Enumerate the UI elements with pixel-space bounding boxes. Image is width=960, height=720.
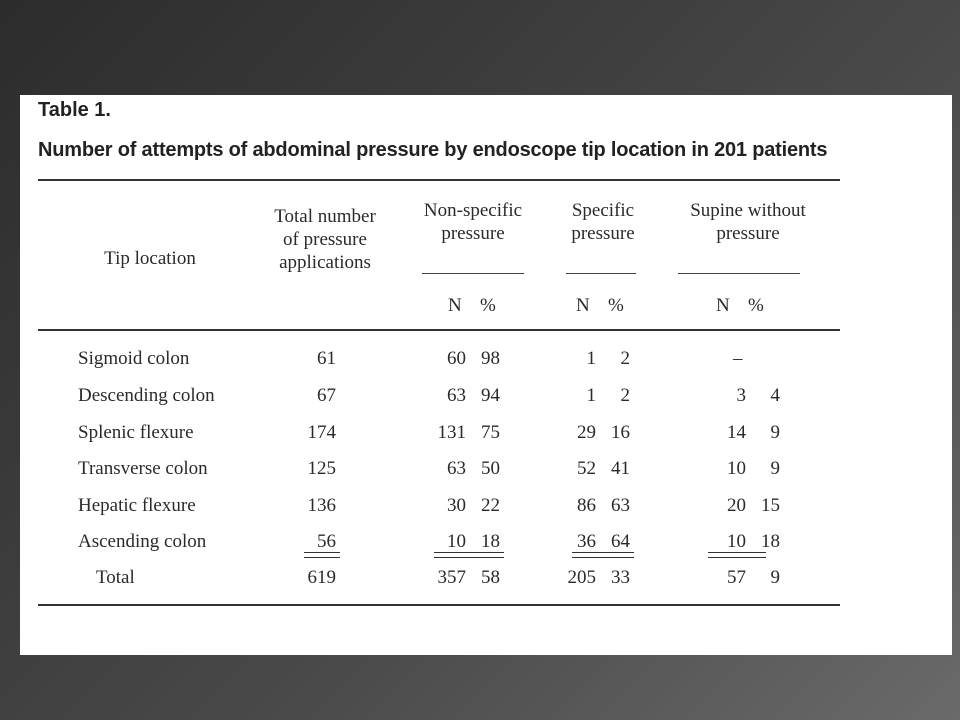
cell-sp-pct: 64 [611,531,630,552]
cell-sp-n: 36 [577,531,596,552]
header-total: Total number of pressure applications [274,206,376,273]
cell-su-n: 10 [727,531,746,552]
row-label: Ascending colon [78,531,207,552]
cell-total: 67 [317,385,336,406]
subheader-pct: % [748,295,764,316]
header-tip-location: Tip location [104,248,196,269]
cell-ns-n: 63 [447,458,466,479]
cell-total: 136 [307,495,337,516]
cell-ns-pct: 22 [481,495,500,516]
cell-total: 56 [317,531,336,552]
group-rule-nonspecific [422,273,524,274]
cell-ns-n: 131 [437,422,467,443]
cell-ns-pct: 18 [481,531,500,552]
group-rule-supine [678,273,800,274]
header-nonspecific: Non-specific pressure [423,200,523,244]
cell-su-n: 57 [727,567,746,588]
cell-sp-pct: 16 [611,422,630,443]
table-title: Number of attempts of abdominal pressure… [38,139,828,161]
cell-su-pct: 9 [770,567,781,588]
cell-ns-n: 60 [447,348,466,369]
cell-ns-pct: 75 [481,422,500,443]
row-label: Descending colon [78,385,215,406]
cell-ns-n: 63 [447,385,466,406]
cell-sp-pct: 2 [620,348,631,369]
cell-ns-pct: 50 [481,458,500,479]
cell-su-n: 10 [727,458,746,479]
cell-sp-pct: 63 [611,495,630,516]
row-label: Transverse colon [78,458,208,479]
row-label: Sigmoid colon [78,348,190,369]
cell-su-pct: 9 [770,422,781,443]
row-label-total: Total [96,567,135,588]
cell-sp-n: 1 [586,385,597,406]
cell-su-n: – [733,348,743,369]
cell-su-pct: 9 [770,458,781,479]
cell-sp-pct: 2 [620,385,631,406]
sum-rule-specific [572,552,634,558]
cell-su-n: 20 [727,495,746,516]
cell-total: 174 [307,422,337,443]
cell-sp-n: 1 [586,348,597,369]
row-label: Hepatic flexure [78,495,196,516]
cell-su-n: 3 [736,385,747,406]
cell-su-n: 14 [727,422,746,443]
cell-ns-pct: 94 [481,385,500,406]
sum-rule-supine [708,552,766,558]
sum-rule-total [304,552,340,558]
top-rule [38,179,840,181]
cell-sp-n: 29 [577,422,596,443]
cell-sp-n: 205 [567,567,597,588]
cell-ns-pct: 98 [481,348,500,369]
cell-sp-n: 86 [577,495,596,516]
header-supine: Supine without pressure [690,200,806,244]
cell-sp-n: 52 [577,458,596,479]
subheader-pct: % [608,295,624,316]
cell-su-pct: 4 [770,385,781,406]
sum-rule-nonspecific [434,552,504,558]
cell-total: 619 [307,567,337,588]
subheader-n: N [576,295,590,316]
table-label: Table 1. [38,99,111,121]
row-label: Splenic flexure [78,422,194,443]
subheader-pct: % [480,295,496,316]
cell-ns-pct: 58 [481,567,500,588]
subheader-n: N [716,295,730,316]
group-rule-specific [566,273,636,274]
cell-ns-n: 10 [447,531,466,552]
cell-total: 61 [317,348,336,369]
cell-su-pct: 15 [761,495,780,516]
bottom-rule [38,604,840,606]
subheader-n: N [448,295,462,316]
header-rule [38,329,840,331]
table-image: Table 1. Number of attempts of abdominal… [20,95,952,655]
cell-ns-n: 30 [447,495,466,516]
cell-ns-n: 357 [437,567,467,588]
cell-sp-pct: 41 [611,458,630,479]
cell-sp-pct: 33 [611,567,630,588]
header-specific: Specific pressure [571,200,635,244]
cell-total: 125 [307,458,337,479]
cell-su-pct: 18 [761,531,780,552]
